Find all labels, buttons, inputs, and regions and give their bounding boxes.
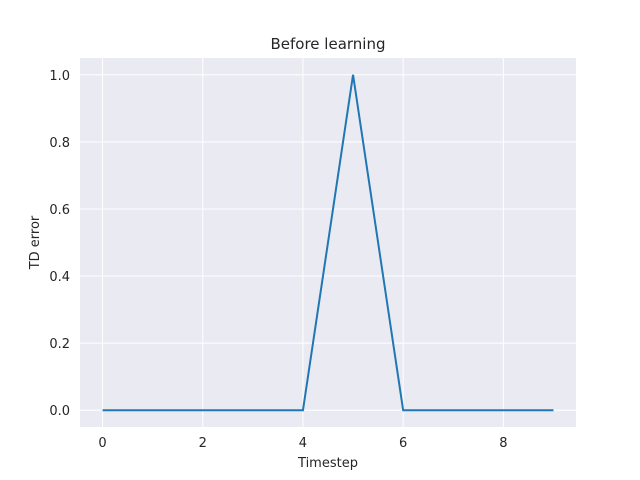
y-tick-label: 0.8 <box>49 136 70 151</box>
x-tick-label: 2 <box>199 436 207 451</box>
y-tick-label: 1.0 <box>49 69 70 84</box>
series-lines <box>102 74 554 412</box>
y-tick-label: 0.2 <box>49 337 70 352</box>
x-tick-label: 6 <box>399 436 407 451</box>
y-tick-label: 0.6 <box>49 203 70 218</box>
x-axis-label: Timestep <box>297 456 358 471</box>
x-tick-label: 0 <box>98 436 106 451</box>
tick-labels: 0 2 4 6 8 0.0 0.2 0.4 0.6 0.8 1.0 <box>49 69 507 451</box>
x-tick-label: 8 <box>499 436 507 451</box>
series-line-0 <box>102 74 554 412</box>
grid-lines <box>80 58 576 427</box>
x-tick-label: 4 <box>299 436 307 451</box>
y-axis-label: TD error <box>28 215 43 270</box>
y-tick-label: 0.4 <box>49 270 70 285</box>
chart-title: Before learning <box>270 35 385 53</box>
y-tick-label: 0.0 <box>49 404 70 419</box>
